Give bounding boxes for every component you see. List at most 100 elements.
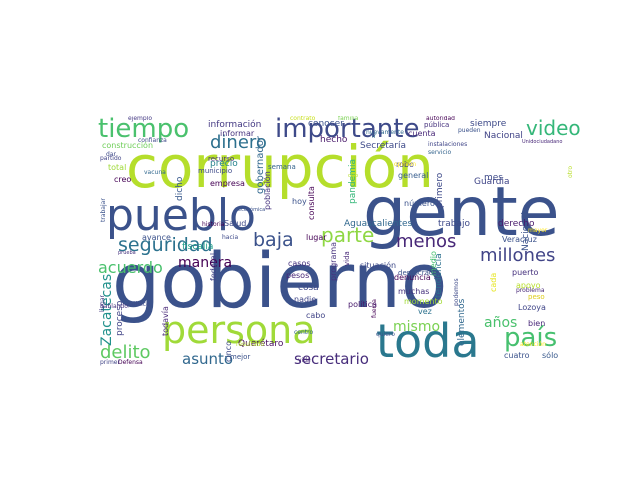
word-anos: años bbox=[484, 315, 518, 331]
word-semana: semana bbox=[268, 163, 296, 171]
word-ejemplo: confianza bbox=[138, 137, 167, 144]
word-pueden: instalaciones bbox=[428, 141, 468, 148]
word-cuatro: cuatro bbox=[504, 351, 530, 360]
word-denuncia: denuncia bbox=[394, 273, 431, 282]
word-vacuna: historia bbox=[202, 221, 225, 228]
word-cabo: cabo bbox=[306, 311, 326, 320]
word-pueblo: pueblo bbox=[106, 190, 256, 241]
word-construccion: construcción bbox=[102, 141, 154, 150]
word-persona: persona bbox=[162, 308, 316, 352]
word-problema: otro bbox=[567, 165, 574, 178]
word-robo: robo bbox=[396, 160, 414, 169]
word-delito: delito bbox=[100, 342, 151, 363]
word-momento: momento bbox=[404, 297, 443, 306]
word-pais: país bbox=[504, 323, 558, 353]
word-general: general bbox=[398, 171, 429, 180]
word-mes: mes bbox=[484, 173, 503, 183]
word-familia: autoridad bbox=[426, 116, 455, 122]
word-vida: primer bbox=[100, 359, 120, 366]
word-atencion: otro bbox=[348, 173, 359, 179]
word-consulta: consulta bbox=[307, 186, 316, 220]
word-total: total bbox=[108, 163, 127, 172]
word-queretaro: Querétaro bbox=[238, 339, 284, 349]
word-manera: manera bbox=[178, 255, 233, 271]
word-veracruz: Veracruz bbox=[502, 235, 537, 244]
word-situacion: situación bbox=[360, 261, 397, 270]
word-debe: hacia bbox=[222, 234, 239, 241]
word-centro: resultado bbox=[236, 341, 265, 348]
word-cantidad: prueba bbox=[118, 250, 136, 256]
word-creo: creo bbox=[114, 175, 132, 184]
word-cuenta: cuenta bbox=[408, 129, 436, 138]
word-aguascalientes: Aguascalientes bbox=[344, 219, 413, 229]
word-casos: casos bbox=[288, 259, 311, 268]
word-resultado: Defensa bbox=[118, 359, 143, 366]
word-hecho: hecho bbox=[320, 135, 348, 145]
word-autoridad: pueden bbox=[458, 127, 481, 134]
word-gente: gente bbox=[363, 173, 560, 252]
word-bien: bien bbox=[528, 319, 546, 328]
word-lugar: lugar bbox=[306, 233, 327, 242]
word-todavia: todavía bbox=[161, 306, 170, 336]
word-nuevamente: servicio bbox=[428, 149, 452, 156]
word-muchas: muchas bbox=[398, 287, 430, 296]
word-servicio: opinión bbox=[394, 161, 417, 168]
word-lozoya: Lozoya bbox=[518, 303, 546, 312]
word-mismo: mismo bbox=[393, 319, 441, 335]
word-trabajar: económica bbox=[238, 207, 266, 213]
word-secretaria: Secretaría bbox=[360, 141, 406, 151]
word-nadie: nadie bbox=[294, 295, 317, 304]
word-peso: peso bbox=[528, 293, 545, 301]
word-cloud: corrupción gobierno gente pueblo persona… bbox=[98, 116, 580, 374]
word-importante: importante bbox=[275, 116, 420, 144]
word-instalaciones: Unidociudadano bbox=[522, 139, 563, 145]
word-solo: sólo bbox=[542, 351, 559, 360]
word-dicho: dicho bbox=[175, 176, 185, 201]
word-toda: toda bbox=[376, 314, 480, 368]
word-obra: quiero bbox=[376, 331, 395, 338]
word-hoy: hoy bbox=[292, 197, 307, 206]
word-politica: política bbox=[348, 300, 378, 309]
word-nacional2: Guardia bbox=[474, 177, 510, 187]
word-menos: menos bbox=[396, 231, 457, 252]
word-precio: precio bbox=[210, 159, 238, 169]
word-nacional1: Nacional bbox=[484, 131, 523, 141]
word-federal: federal bbox=[209, 252, 218, 281]
word-contrato: familia bbox=[338, 116, 359, 122]
word-primer: público bbox=[128, 301, 150, 308]
word-cada: recurso bbox=[208, 155, 235, 163]
word-prueba: centro bbox=[294, 329, 314, 336]
word-dar: ir bbox=[372, 133, 377, 140]
word-gobierno: gobierno bbox=[112, 236, 448, 325]
word-ir: pública bbox=[424, 121, 450, 129]
word-tiempo: tiempo bbox=[98, 116, 190, 144]
word-programa: programa bbox=[329, 241, 338, 281]
word-historia: trabajar bbox=[100, 198, 107, 222]
word-dinero: dinero bbox=[210, 132, 267, 153]
word-video: video bbox=[526, 116, 580, 140]
word-salud: Salud bbox=[224, 219, 247, 228]
word-fuerza: atención bbox=[520, 341, 546, 348]
word-mejor: mejor bbox=[230, 353, 251, 361]
word-informar: informar bbox=[220, 129, 255, 138]
word-democracia: democracia bbox=[398, 269, 439, 277]
word-conocer: conocer bbox=[308, 119, 344, 129]
word-secretario: secretario bbox=[294, 350, 369, 368]
word-fiscalia: fiscalía bbox=[182, 242, 214, 252]
word-siempre: siempre bbox=[470, 119, 507, 129]
word-millones: millones bbox=[480, 245, 556, 266]
word-confianza: nuevamente bbox=[366, 129, 404, 136]
word-publica: partido bbox=[100, 155, 122, 162]
word-informacion: información bbox=[208, 120, 262, 130]
word-publico: hablando bbox=[100, 303, 128, 310]
word-medio: cada bbox=[489, 272, 498, 292]
word-unidociudadano: ejemplo bbox=[128, 116, 153, 122]
word-quiero: problema bbox=[516, 287, 545, 294]
word-hacia: vida bbox=[298, 357, 311, 364]
word-vez: vez bbox=[418, 307, 432, 316]
word-municipio: municipio bbox=[198, 167, 233, 175]
word-baja: baja bbox=[253, 229, 294, 251]
word-empresa: empresa bbox=[210, 179, 245, 188]
word-seguridad: seguridad bbox=[118, 234, 213, 256]
word-podemos: mayor bbox=[528, 227, 548, 234]
